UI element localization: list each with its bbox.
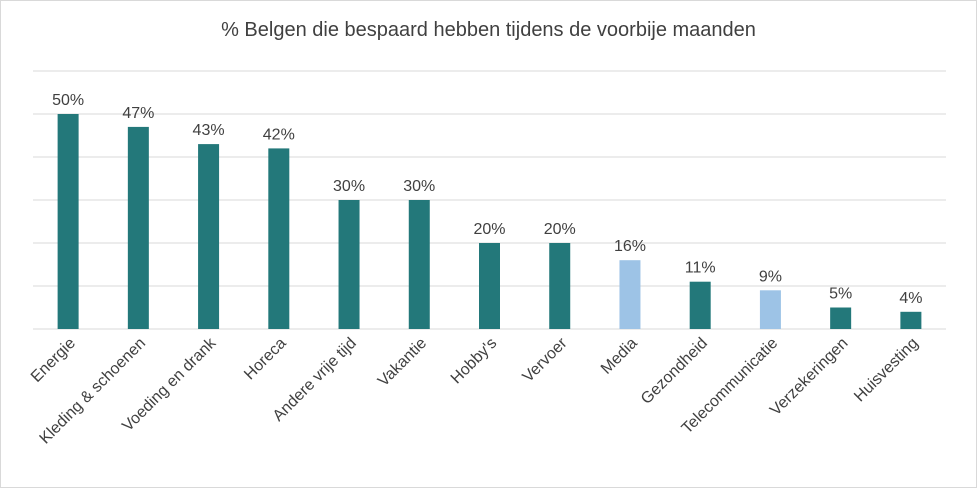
data-label: 20% <box>473 221 505 238</box>
data-label: 50% <box>52 92 84 109</box>
category-label: Energie <box>28 335 79 386</box>
category-label: Huisvesting <box>851 335 922 406</box>
chart-title: % Belgen die bespaard hebben tijdens de … <box>221 19 756 41</box>
bar <box>57 114 79 329</box>
bar <box>479 243 500 329</box>
bar <box>127 126 149 330</box>
category-label: Media <box>598 335 641 378</box>
bar <box>408 200 430 329</box>
bar <box>338 200 360 329</box>
data-label: 43% <box>193 122 225 139</box>
bar <box>268 148 290 329</box>
data-label: 42% <box>263 126 295 143</box>
bar <box>900 311 922 329</box>
data-label: 30% <box>403 178 435 195</box>
bars <box>57 114 922 330</box>
data-label: 4% <box>899 290 922 307</box>
bar <box>689 281 711 329</box>
bar <box>619 260 641 329</box>
data-label: 11% <box>685 260 716 277</box>
bar <box>759 290 781 329</box>
bar <box>549 243 571 329</box>
category-label: Hobby's <box>448 335 501 388</box>
bar <box>198 144 220 329</box>
category-label: Horeca <box>241 335 290 384</box>
data-label: 9% <box>759 268 782 285</box>
data-label: 30% <box>333 178 365 195</box>
category-label: Vakantie <box>375 335 430 390</box>
category-label: Vervoer <box>520 334 571 385</box>
data-label: 16% <box>614 238 646 255</box>
bar <box>830 307 852 329</box>
value-labels: 50% 47% 43% 42% 30% 30% 20% 20% 16% 11% 9% 5% 4% <box>52 92 922 307</box>
data-label: 5% <box>829 286 852 303</box>
data-label: 47% <box>122 105 154 122</box>
data-label: 20% <box>544 221 576 238</box>
category-label: Gezondheid <box>638 335 711 408</box>
